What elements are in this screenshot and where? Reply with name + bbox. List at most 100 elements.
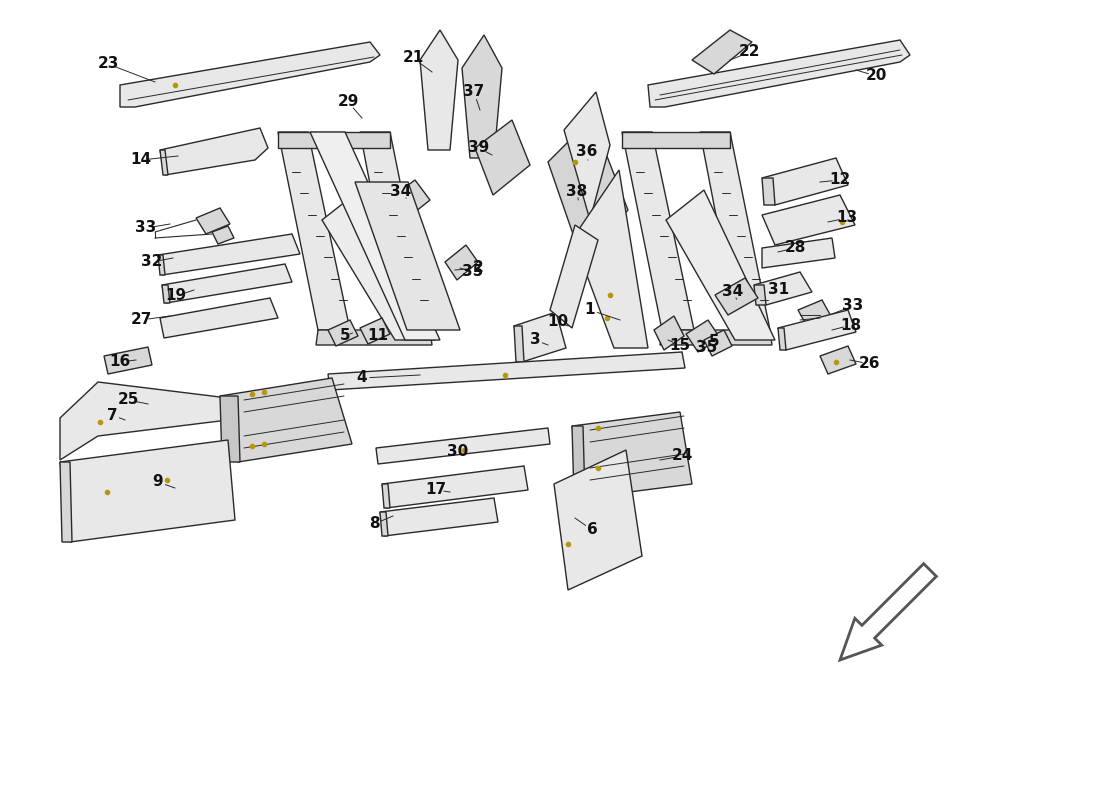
Polygon shape xyxy=(60,462,72,542)
Text: 12: 12 xyxy=(829,173,850,187)
Polygon shape xyxy=(316,330,432,345)
Text: 3: 3 xyxy=(530,333,540,347)
Polygon shape xyxy=(360,318,390,344)
Polygon shape xyxy=(355,182,460,330)
Polygon shape xyxy=(388,180,430,220)
Text: 35: 35 xyxy=(462,265,484,279)
Text: 5: 5 xyxy=(340,329,350,343)
Text: 36: 36 xyxy=(576,145,597,159)
Text: 27: 27 xyxy=(130,313,152,327)
Polygon shape xyxy=(550,225,598,328)
Polygon shape xyxy=(322,190,434,340)
Polygon shape xyxy=(278,132,390,148)
Text: 29: 29 xyxy=(338,94,359,110)
Polygon shape xyxy=(715,278,758,315)
Text: 21: 21 xyxy=(403,50,424,66)
Text: 9: 9 xyxy=(153,474,163,490)
Text: 34: 34 xyxy=(723,285,744,299)
Polygon shape xyxy=(379,512,388,536)
Text: 15: 15 xyxy=(670,338,691,353)
Polygon shape xyxy=(360,132,430,330)
Text: 35: 35 xyxy=(696,341,717,355)
Polygon shape xyxy=(666,190,776,340)
Text: 24: 24 xyxy=(671,449,693,463)
Polygon shape xyxy=(572,412,692,498)
Text: 22: 22 xyxy=(739,45,761,59)
Polygon shape xyxy=(220,378,352,462)
Text: 26: 26 xyxy=(859,357,881,371)
Polygon shape xyxy=(160,128,268,175)
Text: 33: 33 xyxy=(135,221,156,235)
Polygon shape xyxy=(514,312,566,362)
Text: 13: 13 xyxy=(836,210,858,226)
Text: 32: 32 xyxy=(141,254,163,270)
Polygon shape xyxy=(160,150,168,175)
Polygon shape xyxy=(160,298,278,338)
Text: 37: 37 xyxy=(463,85,485,99)
Polygon shape xyxy=(686,320,720,352)
Polygon shape xyxy=(196,208,230,234)
Polygon shape xyxy=(278,132,350,330)
Text: 30: 30 xyxy=(448,445,469,459)
Polygon shape xyxy=(548,118,628,260)
Polygon shape xyxy=(762,238,835,268)
Text: 31: 31 xyxy=(769,282,790,298)
Polygon shape xyxy=(778,328,786,350)
Polygon shape xyxy=(162,285,170,303)
Polygon shape xyxy=(692,30,752,74)
Polygon shape xyxy=(573,170,648,348)
Polygon shape xyxy=(572,426,585,498)
Text: 6: 6 xyxy=(586,522,597,538)
Text: 2: 2 xyxy=(473,261,483,275)
Polygon shape xyxy=(762,158,848,205)
Text: 25: 25 xyxy=(118,393,139,407)
Text: 8: 8 xyxy=(368,517,379,531)
Text: 4: 4 xyxy=(356,370,367,386)
Polygon shape xyxy=(660,330,772,345)
Polygon shape xyxy=(328,320,358,346)
Polygon shape xyxy=(420,30,458,150)
Polygon shape xyxy=(328,352,685,390)
Text: 33: 33 xyxy=(843,298,864,314)
Polygon shape xyxy=(446,245,478,280)
Polygon shape xyxy=(382,466,528,508)
Polygon shape xyxy=(379,498,498,536)
Polygon shape xyxy=(700,132,770,330)
Polygon shape xyxy=(212,226,234,244)
Polygon shape xyxy=(564,92,611,220)
Polygon shape xyxy=(475,120,530,195)
Text: 38: 38 xyxy=(566,185,587,199)
Text: 20: 20 xyxy=(866,69,887,83)
Text: 5: 5 xyxy=(708,334,719,350)
Polygon shape xyxy=(376,428,550,464)
Polygon shape xyxy=(120,42,380,107)
Polygon shape xyxy=(648,40,910,107)
Polygon shape xyxy=(762,178,776,205)
Polygon shape xyxy=(754,285,766,305)
Polygon shape xyxy=(754,272,812,305)
FancyArrow shape xyxy=(840,564,936,660)
Polygon shape xyxy=(820,346,856,374)
Polygon shape xyxy=(104,347,152,374)
Polygon shape xyxy=(60,440,235,542)
Polygon shape xyxy=(554,450,642,590)
Text: 14: 14 xyxy=(131,153,152,167)
Text: 1: 1 xyxy=(585,302,595,318)
Text: 16: 16 xyxy=(109,354,131,370)
Polygon shape xyxy=(621,132,694,330)
Polygon shape xyxy=(310,132,440,340)
Text: 18: 18 xyxy=(840,318,861,333)
Polygon shape xyxy=(462,35,502,158)
Polygon shape xyxy=(158,234,300,275)
Polygon shape xyxy=(798,300,832,328)
Polygon shape xyxy=(158,255,165,275)
Polygon shape xyxy=(514,326,524,362)
Text: 11: 11 xyxy=(367,329,388,343)
Polygon shape xyxy=(60,382,228,460)
Text: 28: 28 xyxy=(784,241,805,255)
Text: 7: 7 xyxy=(107,407,118,422)
Polygon shape xyxy=(621,132,730,148)
Polygon shape xyxy=(220,396,240,462)
Polygon shape xyxy=(762,195,855,245)
Text: 34: 34 xyxy=(390,185,411,199)
